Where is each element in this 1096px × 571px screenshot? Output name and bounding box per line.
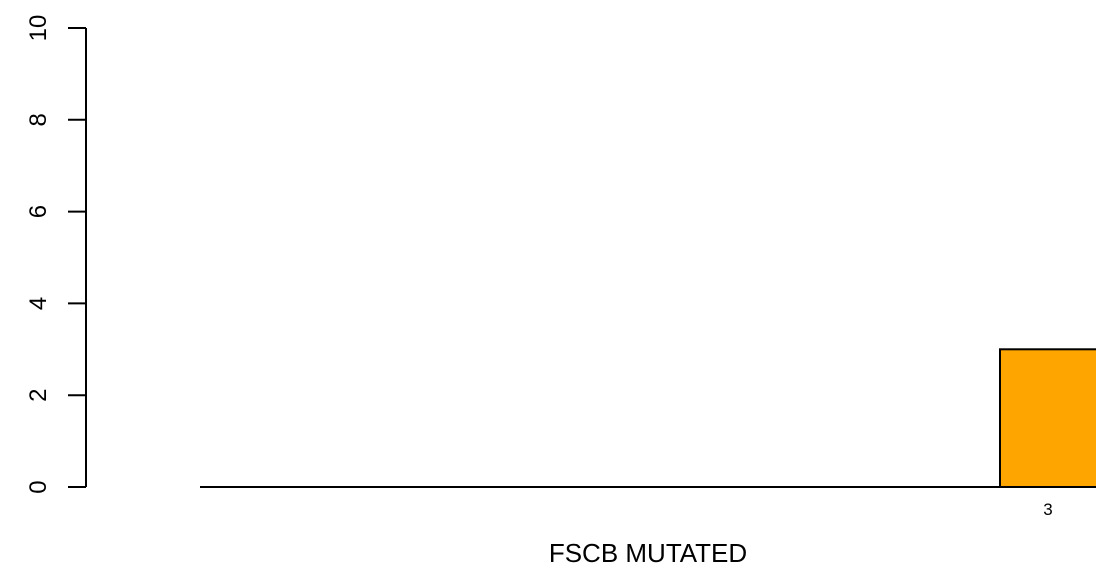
y-tick-label: 10 (25, 15, 52, 42)
bars (999, 348, 1096, 488)
y-tick-label: 0 (25, 480, 52, 493)
bar-labels: 31 (1043, 500, 1052, 519)
bar (999, 348, 1096, 488)
y-tick-label: 4 (25, 297, 52, 310)
bar-value-label: 3 (1043, 500, 1052, 519)
x-axis-title: FSCB MUTATED (549, 538, 747, 568)
y-tick-label: 2 (25, 389, 52, 402)
y-tick-label: 8 (25, 113, 52, 126)
y-tick-label: 6 (25, 205, 52, 218)
y-axis: 0 2 4 6 8 10 (25, 15, 87, 494)
